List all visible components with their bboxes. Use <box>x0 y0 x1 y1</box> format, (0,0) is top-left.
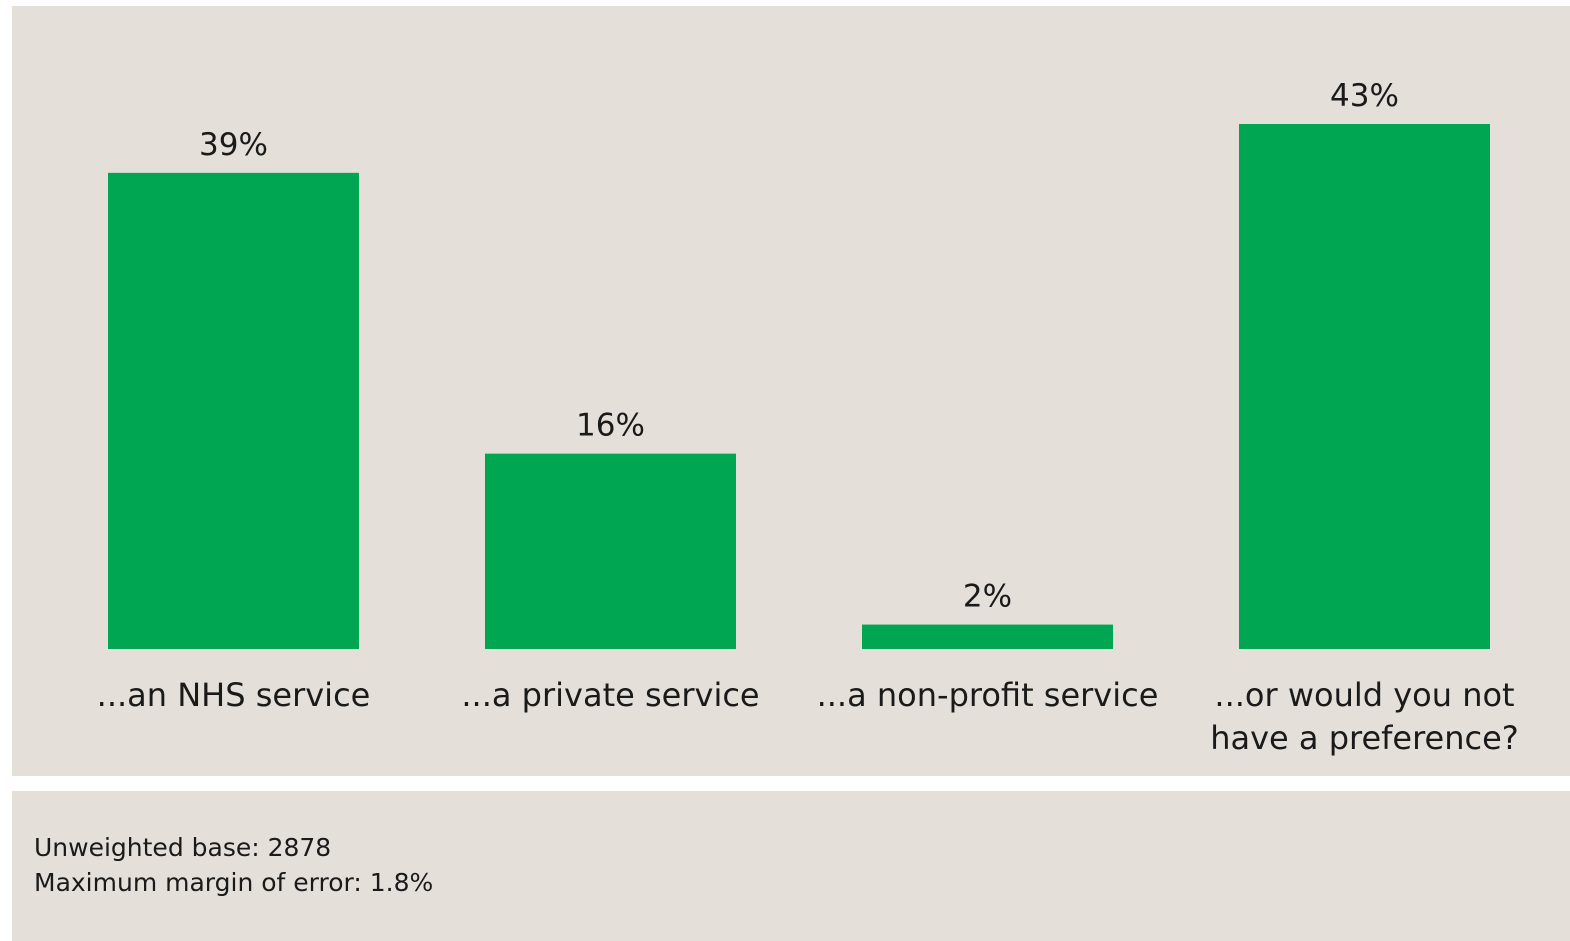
bar-3 <box>1239 124 1490 649</box>
category-label-3-line-0: ...or would you not <box>1214 676 1514 714</box>
value-label-2: 2% <box>963 579 1012 615</box>
bar-chart: 39% ...an NHS service 16% ...a private serv… <box>97 78 1519 757</box>
category-label-2: ...a non-profit service <box>817 676 1159 714</box>
bar-2 <box>862 624 1113 649</box>
value-label-1: 16% <box>576 408 645 444</box>
category-label-0: ...an NHS service <box>97 676 371 714</box>
bar-1 <box>485 453 736 649</box>
margin-of-error-note: Maximum margin of error: 1.8% <box>34 868 434 897</box>
unweighted-base-note: Unweighted base: 2878 <box>34 833 332 862</box>
value-label-3: 43% <box>1330 78 1399 114</box>
chart-panel: 39% ...an NHS service 16% ...a private serv… <box>12 6 1570 776</box>
category-label-1: ...a private service <box>461 676 759 714</box>
bar-0 <box>108 172 359 649</box>
value-label-0: 39% <box>199 127 268 163</box>
category-label-3-line-1: have a preference? <box>1210 719 1519 757</box>
footer-panel: Unweighted base: 2878 Maximum margin of … <box>12 791 1570 941</box>
